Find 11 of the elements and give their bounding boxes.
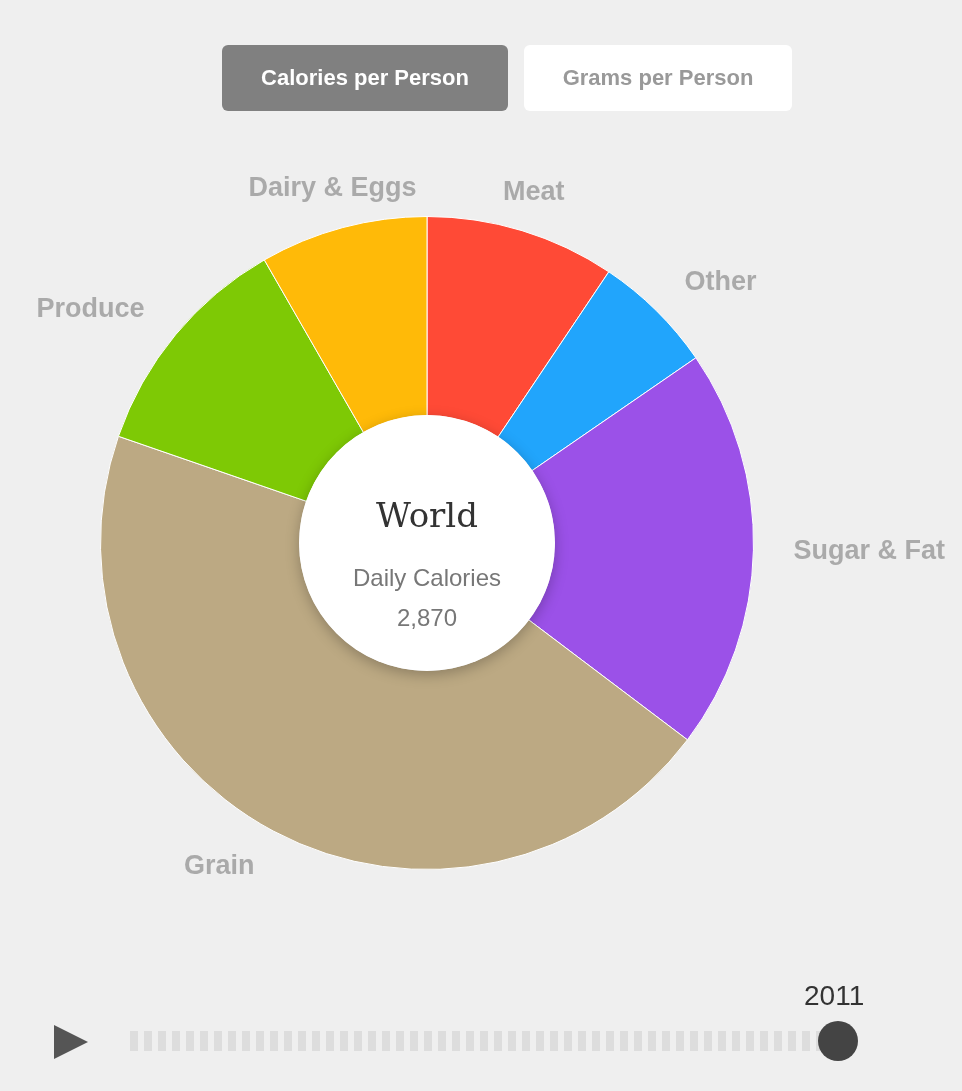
slice-label: Grain xyxy=(183,849,255,880)
text: World xyxy=(375,495,479,535)
text: Daily Calories 2,870 xyxy=(351,563,502,633)
slice-label: Sugar & Fat xyxy=(793,534,945,565)
text: 2011 xyxy=(804,980,865,1012)
slice-label: Dairy & Eggs xyxy=(248,172,417,203)
slice-label: Produce xyxy=(36,292,145,323)
text: Grams per Person xyxy=(524,45,792,111)
text: Calories per Person xyxy=(222,45,508,111)
slice-label: Meat xyxy=(502,175,565,206)
slice-label: Other xyxy=(684,265,758,296)
